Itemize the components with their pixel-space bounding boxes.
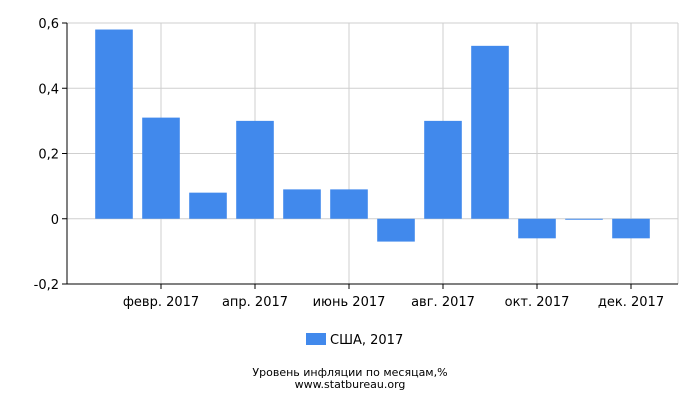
bar-11[interactable] (565, 218, 603, 220)
bar-1[interactable] (95, 29, 133, 219)
axes-layer: 0,6 0,4 0,2 0 -0,2 февр. 2017 апр. 2017 июнь 20… (34, 17, 678, 310)
bar-7[interactable] (377, 218, 415, 242)
x-tick-label: февр. 2017 (123, 295, 199, 310)
bar-9[interactable] (471, 45, 509, 219)
legend: США, 2017 (306, 333, 403, 348)
bars-layer (95, 29, 650, 242)
bar-10[interactable] (518, 218, 556, 239)
x-tick-label: окт. 2017 (505, 295, 570, 310)
bar-3[interactable] (189, 192, 227, 219)
bar-4[interactable] (236, 120, 274, 219)
x-tick-label: авг. 2017 (411, 295, 475, 310)
bar-2[interactable] (142, 117, 180, 219)
y-tick-label: 0 (51, 213, 59, 228)
x-tick-label: дек. 2017 (598, 295, 664, 310)
source-caption: www.statbureau.org (294, 378, 406, 391)
y-tick-label: -0,2 (34, 278, 59, 293)
y-tick-label: 0,2 (38, 148, 59, 163)
legend-swatch (306, 333, 326, 345)
bar-12[interactable] (612, 218, 650, 239)
bar-5[interactable] (283, 189, 321, 219)
legend-label: США, 2017 (330, 333, 403, 348)
bar-8[interactable] (424, 120, 462, 219)
y-tick-label: 0,6 (38, 17, 59, 32)
x-tick-label: июнь 2017 (313, 295, 386, 310)
chart-title: Уровень инфляции по месяцам,% (252, 366, 448, 379)
bar-6[interactable] (330, 189, 368, 219)
x-tick-label: апр. 2017 (222, 295, 288, 310)
y-tick-label: 0,4 (38, 82, 59, 97)
